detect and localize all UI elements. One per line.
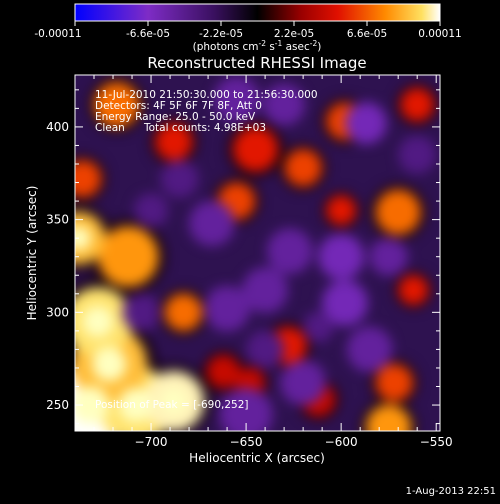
heatmap-source [242,267,288,313]
footer-date: 1-Aug-2013 22:51 [406,486,496,497]
heatmap-source [267,228,313,274]
x-tick-label: −600 [325,435,358,449]
plot-frame [74,74,441,432]
heatmap-source [246,330,285,369]
colorbar-tick-label: 0.00011 [418,28,461,40]
y-axis-title: Heliocentric Y (arcsec) [25,186,39,321]
heatmap-source [303,311,334,343]
heatmap-source [375,363,414,402]
colorbar-tick-label: -6.6e-05 [126,28,170,40]
heatmap-source [400,87,435,122]
colorbar-tick-label: -0.00011 [34,28,81,40]
heatmap-source [164,293,203,332]
x-tick-label: −650 [230,435,263,449]
heatmap-source [284,148,323,187]
heatmap-core [75,226,91,251]
x-tick-label: −700 [135,435,168,449]
x-axis-title: Heliocentric X (arcsec) [189,451,325,465]
total-counts-label: Total counts: 4.98E+03 [143,122,266,134]
heatmap-image [75,75,440,431]
heatmap-core [75,386,110,424]
heatmap-source [232,126,279,172]
y-tick-label: 250 [46,398,69,412]
heatmap-source [322,280,368,326]
heatmap-source [263,83,306,126]
heatmap-source [344,102,387,145]
heatmap-source [160,159,199,198]
heatmap-source [325,195,357,226]
colorbar-tick-label: -2.2e-05 [199,28,243,40]
y-tick-label: 350 [46,213,69,227]
heatmap-source [133,193,169,228]
heatmap-source [375,189,421,236]
heatmap-source [365,404,412,431]
info-annotation: 11-Jul-2010 21:50:30.000 to 21:56:30.000… [95,89,318,411]
heatmap-source [75,159,102,198]
heatmap-source [97,226,159,288]
colorbar-tick-label: 2.2e-05 [274,28,314,40]
heatmap-core [92,347,127,382]
heatmap-source [318,233,364,280]
peak-position-label: Position of Peak = [-690,252] [95,399,249,411]
heatmap-core [118,387,153,423]
heatmap-source [219,387,273,431]
heatmap-source [206,354,241,389]
colorbar-gradient [74,3,441,22]
heatmap-source [398,135,437,174]
heatmap-core [82,306,114,338]
detectors-label: Detectors: 4F 5F 6F 7F 8F, Att 0 [95,100,262,112]
heatmap-source [346,326,393,373]
x-tick-label: −550 [420,435,453,449]
heatmap-source [189,200,235,247]
colorbar: -0.00011 -6.6e-05 -2.2e-05 2.2e-05 6.6e-… [34,3,462,53]
heatmap-source [94,81,140,128]
time-range-label: 11-Jul-2010 21:50:30.000 to 21:56:30.000 [95,89,318,101]
heatmap-source [369,237,408,276]
colorbar-units: (photons cm-2 s-1 asec-2) [193,39,322,53]
heatmap-source [122,293,161,332]
heatmap-source [154,122,193,161]
heatmap-core [160,387,188,416]
colorbar-tick-label: 6.6e-05 [347,28,387,40]
heatmap-source [398,274,429,306]
heatmap-source [280,359,326,406]
y-tick-label: 400 [46,120,69,134]
chart-title: Reconstructed RHESSI Image [147,54,366,72]
heatmap-source [204,285,250,332]
algorithm-label: Clean [95,122,125,134]
y-tick-label: 300 [46,305,69,319]
energy-range-label: Energy Range: 25.0 - 50.0 keV [95,111,256,123]
heatmap-source [213,76,260,122]
axes: −700 −650 −600 −550 250 300 350 400 [46,75,453,449]
